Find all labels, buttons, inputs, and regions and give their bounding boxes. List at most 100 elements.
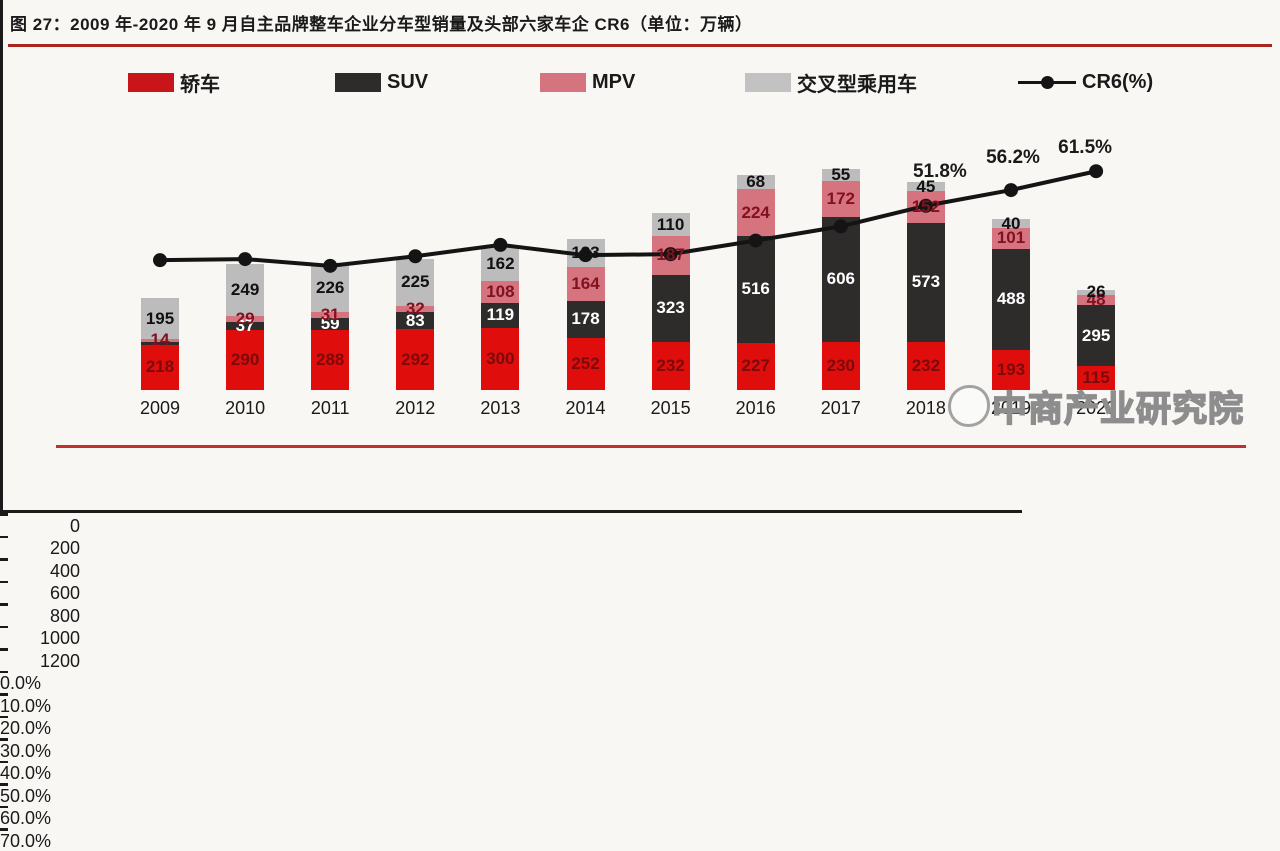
bar-segment-SUV (481, 303, 520, 328)
y-axis-right-tick-label: 0.0% (0, 673, 42, 693)
x-axis-category-label: 2019 (990, 398, 1032, 418)
legend-label: MPV (592, 70, 636, 93)
bar-segment-MPV (566, 266, 605, 301)
bar-value-label: 193 (996, 359, 1026, 379)
x-axis-category-label: 2015 (650, 398, 691, 418)
x-axis-category-label: 2009 (139, 398, 181, 418)
bar-segment-SUV (226, 322, 265, 330)
watermark-logo-icon (948, 385, 990, 427)
legend-label: CR6(%) (1082, 70, 1154, 93)
bar-segment-SUV (311, 317, 350, 331)
y-axis-right-tick-label: 20.0% (0, 718, 52, 738)
bar-segment-SUV (141, 341, 179, 345)
y-axis-right-tick-label: 10.0% (0, 695, 52, 716)
title-divider (8, 44, 1272, 47)
bar-value-label: 218 (145, 357, 175, 377)
bar-segment-MPV (226, 316, 265, 323)
bar-value-label: 290 (230, 349, 260, 369)
bar-value-label: 55 (831, 165, 851, 185)
bar-value-label: 14 (150, 330, 170, 350)
y-axis-left (0, 0, 3, 255)
bar-value-label: 83 (405, 310, 425, 330)
bar-value-label: 178 (571, 309, 600, 329)
legend-swatch-icon (540, 72, 586, 92)
bar-segment-SUV (1077, 304, 1116, 367)
bar-value-label: 252 (571, 353, 600, 373)
x-axis-category-label: 2016 (735, 398, 776, 418)
bar-value-label: 249 (230, 280, 260, 300)
bar-value-label: 68 (746, 172, 766, 192)
cr6-point-label: 56.2% (986, 147, 1040, 169)
legend-label: 轿车 (180, 73, 220, 96)
bar-value-label: 26 (1086, 282, 1106, 302)
y-axis-left-tick-label: 1000 (39, 628, 80, 648)
bar-value-label: 133 (571, 242, 600, 262)
bar-segment-轿车 (651, 341, 690, 390)
bar-value-label: 59 (320, 314, 340, 334)
legend-item-2: SUV (335, 70, 428, 94)
bar-segment-轿车 (992, 349, 1030, 390)
cr6-point-label: 61.5% (1058, 137, 1113, 159)
legend-swatch-icon (335, 72, 381, 92)
x-axis-category-label: 2010 (225, 398, 266, 418)
bar-value-label: 292 (401, 349, 430, 369)
bottom-divider (56, 445, 1246, 448)
bar-segment-SUV (566, 300, 605, 338)
bar-segment-MPV (311, 311, 350, 318)
bar-value-label: 40 (1001, 213, 1021, 233)
y-axis-right-tick-label: 30.0% (0, 740, 52, 761)
bar-segment-轿车 (226, 329, 265, 390)
legend-item-4: 交叉型乘用车 (745, 70, 917, 96)
bar-value-label: 516 (741, 279, 770, 299)
bar-value-label: 110 (656, 214, 685, 234)
legend-item-1: 轿车 (128, 70, 220, 96)
y-axis-left-tick-label: 200 (49, 538, 80, 558)
y-axis-left-tick-label: 0 (69, 515, 80, 536)
y-axis-right-tick-label: 40.0% (0, 763, 52, 783)
bar-segment-MPV (396, 305, 435, 313)
bar-value-label: 606 (826, 269, 855, 289)
y-axis-left-tick-label: 800 (49, 605, 80, 626)
y-axis-left-tick-label: 400 (49, 560, 80, 581)
legend-label: SUV (387, 70, 429, 93)
bar-value-label: 224 (741, 202, 770, 222)
x-axis-category-label: 2017 (820, 398, 861, 418)
bar-value-label: 162 (486, 253, 515, 273)
bar-segment-SUV (651, 274, 690, 342)
bar-value-label: 164 (571, 273, 600, 293)
bar-segment-轿车 (311, 330, 350, 390)
bar-segment-交叉型乘用车 (226, 264, 265, 317)
bar-value-label: 195 (145, 308, 175, 328)
bar-value-label: 232 (656, 355, 685, 375)
y-axis-left-tick-label: 1200 (39, 650, 80, 671)
bar-segment-MPV (481, 280, 520, 304)
legend-item-5: CR6(%) (1018, 70, 1153, 94)
bar-value-label: 573 (911, 272, 941, 292)
cr6-line-sample-icon (1018, 73, 1076, 92)
bar-segment-交叉型乘用车 (141, 298, 179, 339)
bar-value-label: 29 (235, 309, 255, 329)
x-axis-category-label: 2020 (1076, 398, 1117, 418)
bar-segment-轿车 (1077, 366, 1116, 390)
y-axis-left-tick-label: 600 (49, 583, 80, 603)
bar-value-label: 172 (826, 188, 855, 208)
bar-value-label: 488 (996, 289, 1026, 309)
bar-segment-轿车 (481, 327, 520, 390)
bar-segment-轿车 (821, 342, 860, 390)
bar-segment-MPV (141, 338, 179, 342)
bar-value-label: 48 (1086, 289, 1106, 309)
bar-value-label: 31 (320, 304, 340, 324)
watermark-text: 中商产业研究院 (991, 389, 1245, 430)
bar-value-label: 187 (656, 245, 685, 265)
legend-item-3: MPV (540, 70, 635, 94)
bar-value-label: 227 (741, 356, 770, 376)
y-axis-right-tick-label: 60.0% (0, 808, 52, 828)
bar-segment-交叉型乘用车 (1077, 289, 1116, 295)
bar-segment-轿车 (906, 341, 945, 390)
x-axis (0, 510, 1022, 513)
x-axis-category-label: 2013 (480, 398, 521, 418)
y-axis-right-tick-label: 70.0% (0, 830, 52, 851)
bar-value-label: 288 (316, 350, 345, 370)
bar-value-label: 37 (235, 315, 255, 335)
bar-value-label: 115 (1082, 368, 1110, 388)
